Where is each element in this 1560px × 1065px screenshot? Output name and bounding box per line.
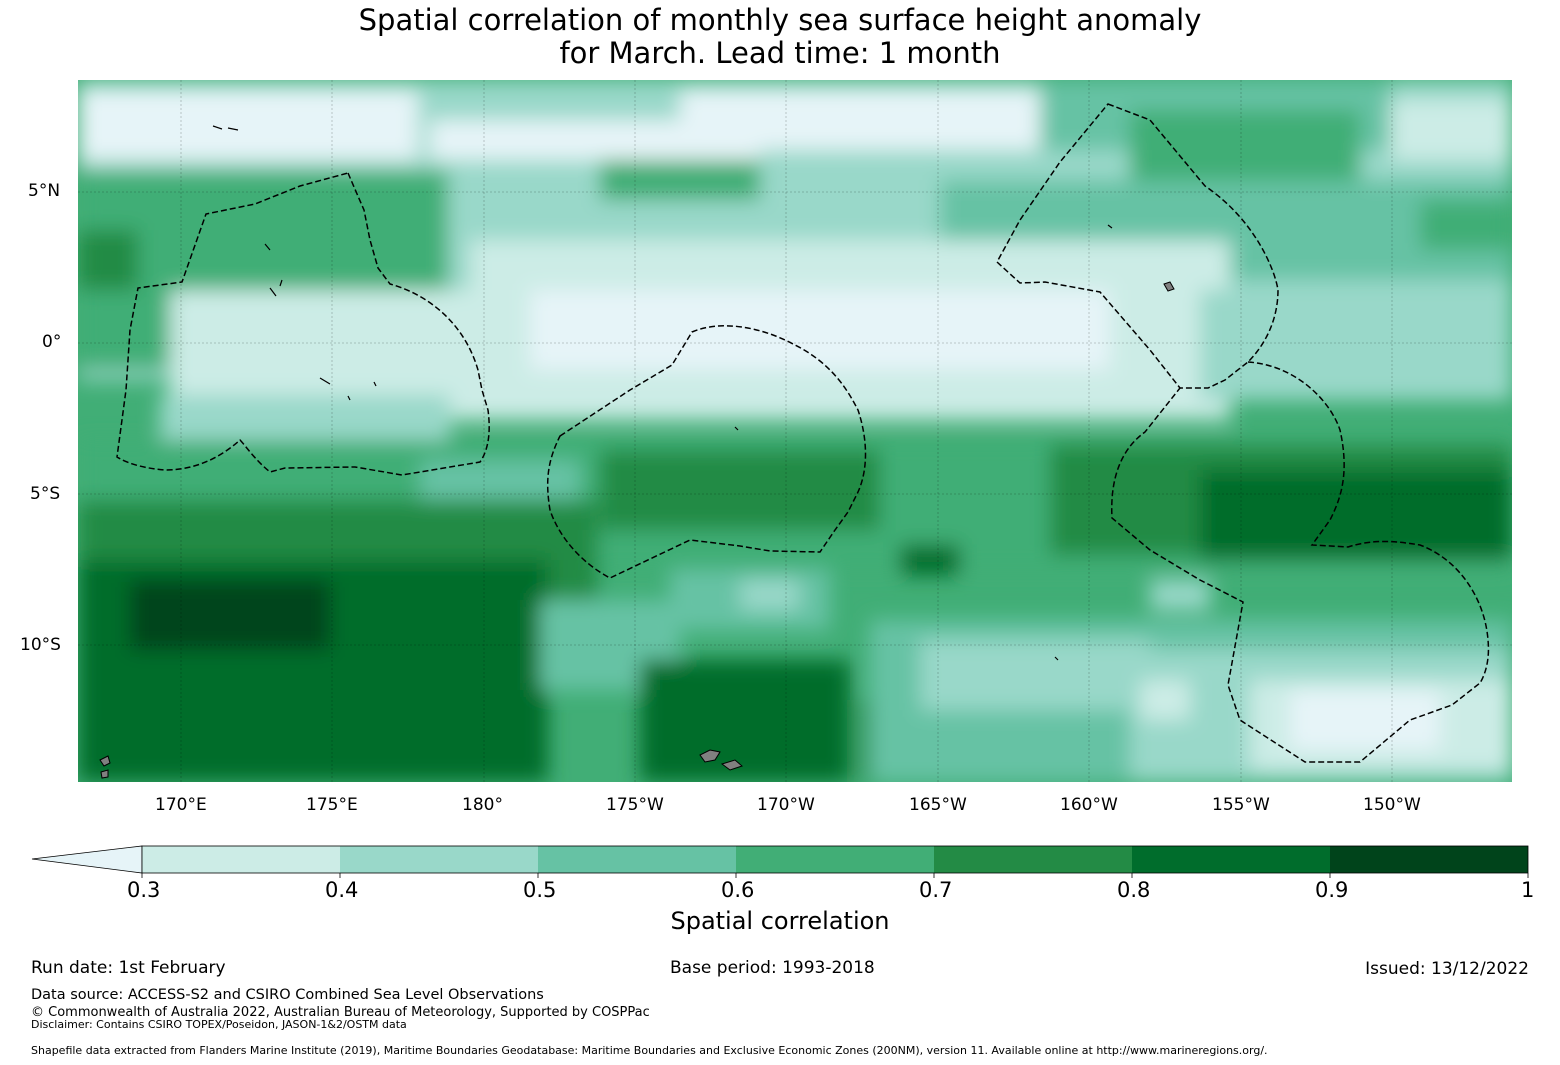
colorbar-segment-0.8-0.9	[1132, 846, 1330, 873]
colorbar-label-0.3: 0.3	[127, 878, 161, 902]
colorbar-label-0.5: 0.5	[523, 878, 557, 902]
colorbar-segment-0.9-1	[1330, 846, 1528, 873]
correlation-field	[78, 80, 1512, 782]
colorbar-label-0.8: 0.8	[1117, 878, 1151, 902]
colorbar-extend-arrow	[31, 845, 143, 874]
field-patch	[1420, 200, 1512, 250]
island	[99, 755, 111, 767]
lon-label-180: 180°	[462, 795, 503, 815]
title-line-1: Spatial correlation of monthly sea surfa…	[358, 3, 1202, 37]
disclaimer: Disclaimer: Contains CSIRO TOPEX/Poseido…	[31, 1018, 407, 1031]
islands	[99, 281, 1175, 779]
field-patch	[1200, 290, 1512, 400]
colorbar-segment-0.5-0.6	[538, 846, 736, 873]
field-patch	[78, 90, 418, 160]
colorbar-title: Spatial correlation	[670, 907, 890, 935]
island-upolu	[699, 749, 721, 763]
lon-label-150w: 150°W	[1363, 795, 1421, 815]
run-date: Run date: 1st February	[31, 958, 226, 978]
lon-label-175w: 175°W	[606, 795, 664, 815]
lon-label-175e: 175°E	[306, 795, 358, 815]
colorbar-label-1: 1	[1521, 878, 1535, 902]
colorbar-ticks	[141, 873, 1529, 878]
field-patch	[900, 545, 960, 575]
lon-label-165w: 165°W	[909, 795, 967, 815]
colorbar-label-0.9: 0.9	[1315, 878, 1349, 902]
colorbar-label-0.4: 0.4	[325, 878, 359, 902]
title-line-2: for March. Lead time: 1 month	[559, 36, 1001, 70]
atoll	[264, 243, 283, 297]
lon-label-170e: 170°E	[155, 795, 207, 815]
island	[100, 769, 109, 779]
field-patch	[1150, 580, 1210, 610]
eez-boundary-kiribati-gilbert	[116, 172, 490, 476]
lat-label-5s: 5°S	[30, 484, 61, 504]
atoll	[734, 224, 1113, 661]
issued-date: Issued: 13/12/2022	[1365, 959, 1529, 979]
atoll	[319, 377, 377, 401]
colorbar-segment-0.3-0.4	[142, 846, 340, 873]
lat-label-10s: 10°S	[20, 635, 61, 655]
eez-boundaries	[116, 103, 1490, 763]
colorbar-label-0.6: 0.6	[721, 878, 755, 902]
island-tutuila	[720, 759, 743, 771]
field-patch	[740, 580, 800, 610]
lon-label-155w: 155°W	[1212, 795, 1270, 815]
shapefile-credit: Shapefile data extracted from Flanders M…	[31, 1044, 1268, 1057]
field-patch	[1290, 690, 1440, 750]
field-patch	[78, 230, 138, 290]
field-patch	[1140, 680, 1190, 720]
eez-boundary-tokelau	[546, 325, 867, 579]
colorbar-frame	[141, 845, 1529, 874]
field-patch	[600, 160, 760, 200]
colorbar-segment-0.4-0.5	[340, 846, 538, 873]
eez-boundary-kiribati-line-north	[996, 103, 1279, 389]
copyright: © Commonwealth of Australia 2022, Austra…	[31, 1005, 650, 1020]
lon-label-170w: 170°W	[757, 795, 815, 815]
colorbar-segment-0.6-0.7	[736, 846, 934, 873]
colorbar	[31, 845, 1529, 878]
atoll	[212, 125, 239, 131]
base-period: Base period: 1993-2018	[670, 958, 875, 978]
field-patch	[640, 660, 850, 782]
field-patch	[1390, 100, 1512, 160]
island-kiritimati	[1163, 281, 1175, 292]
field-patch	[130, 580, 330, 650]
data-source: Data source: ACCESS-S2 and CSIRO Combine…	[31, 987, 544, 1003]
field-patch	[1200, 470, 1512, 560]
field-patch	[600, 450, 880, 530]
lon-label-160w: 160°W	[1060, 795, 1118, 815]
colorbar-segment-0.7-0.8	[934, 846, 1132, 873]
lat-label-0: 0°	[42, 332, 62, 352]
lat-label-5n: 5°N	[28, 181, 61, 201]
eez-boundary-kiribati-line-south	[1111, 361, 1490, 763]
atolls	[212, 125, 1113, 661]
field-patch	[530, 290, 1110, 370]
field-patch	[680, 90, 1060, 150]
colorbar-label-0.7: 0.7	[919, 878, 953, 902]
field-patch	[920, 640, 1150, 710]
graticule	[78, 80, 1512, 782]
